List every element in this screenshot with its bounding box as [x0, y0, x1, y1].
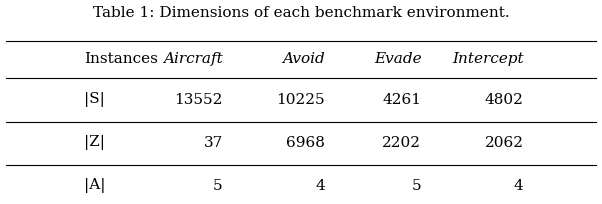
Text: 4: 4 — [315, 179, 325, 193]
Text: 5: 5 — [412, 179, 421, 193]
Text: 4261: 4261 — [382, 93, 421, 107]
Text: 10225: 10225 — [276, 93, 325, 107]
Text: 4: 4 — [514, 179, 524, 193]
Text: Avoid: Avoid — [282, 52, 325, 66]
Text: 37: 37 — [203, 136, 223, 150]
Text: 13552: 13552 — [175, 93, 223, 107]
Text: 5: 5 — [213, 179, 223, 193]
Text: 4802: 4802 — [485, 93, 524, 107]
Text: Instances: Instances — [84, 52, 158, 66]
Text: 6968: 6968 — [286, 136, 325, 150]
Text: 2202: 2202 — [382, 136, 421, 150]
Text: Evade: Evade — [374, 52, 421, 66]
Text: Table 1: Dimensions of each benchmark environment.: Table 1: Dimensions of each benchmark en… — [93, 6, 509, 20]
Text: |Z|: |Z| — [84, 135, 105, 150]
Text: 2062: 2062 — [485, 136, 524, 150]
Text: Intercept: Intercept — [452, 52, 524, 66]
Text: Aircraft: Aircraft — [163, 52, 223, 66]
Text: |A|: |A| — [84, 178, 106, 193]
Text: |S|: |S| — [84, 92, 105, 108]
